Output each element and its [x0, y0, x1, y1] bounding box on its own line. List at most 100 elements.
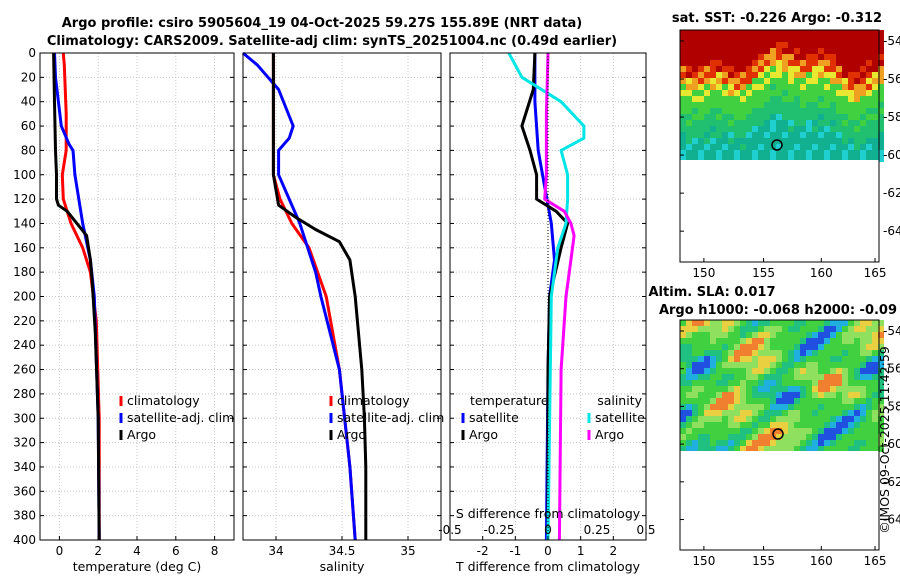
map-cell [872, 344, 878, 350]
map-cell [794, 60, 800, 66]
map-cell [728, 344, 734, 350]
map-cell [788, 350, 794, 356]
map-cell [830, 392, 836, 398]
map-cell [782, 156, 788, 162]
map-cell [842, 416, 848, 422]
map-cell [842, 434, 848, 440]
map-cell [686, 102, 692, 108]
map-cell [854, 84, 860, 90]
map-cell [710, 428, 716, 434]
map-cell [758, 398, 764, 404]
map-cell [860, 392, 866, 398]
map-cell [770, 30, 776, 36]
map-cell [746, 30, 752, 36]
map-cell [776, 90, 782, 96]
map-cell [716, 410, 722, 416]
map-cell [788, 144, 794, 150]
map-cell [830, 374, 836, 380]
map-cell [710, 54, 716, 60]
map-cell [776, 30, 782, 36]
map-cell [872, 90, 878, 96]
map-cell [740, 362, 746, 368]
map-cell [740, 386, 746, 392]
map-cell [836, 72, 842, 78]
map-cell [866, 320, 872, 326]
map-cell [716, 398, 722, 404]
map-cell [710, 42, 716, 48]
map-cell [794, 132, 800, 138]
map-cell [806, 144, 812, 150]
map-cell [758, 54, 764, 60]
map-cell [824, 102, 830, 108]
map-cell [818, 320, 824, 326]
map-cell [782, 332, 788, 338]
map-cell [686, 30, 692, 36]
map-cell [722, 398, 728, 404]
map-cell [728, 132, 734, 138]
map-cell [722, 326, 728, 332]
map-cell [782, 380, 788, 386]
map-cell [848, 404, 854, 410]
sst-map-panel: 150 155 160 165-54-56-58-60-62-64 [679, 29, 900, 280]
map-cell [878, 120, 884, 126]
map-cell [692, 30, 698, 36]
map-cell [770, 36, 776, 42]
map-cell [764, 362, 770, 368]
map-cell [788, 84, 794, 90]
map-cell [794, 144, 800, 150]
map-cell [716, 374, 722, 380]
map-cell [704, 362, 710, 368]
map-cell [686, 90, 692, 96]
map-cell [728, 410, 734, 416]
map-cell [782, 108, 788, 114]
map-cell [788, 120, 794, 126]
map-cell [866, 428, 872, 434]
map-frame [679, 29, 880, 263]
map-cell [710, 350, 716, 356]
map-cell [776, 398, 782, 404]
map-cell [842, 338, 848, 344]
map-cell [866, 332, 872, 338]
map-cell [770, 338, 776, 344]
map-cell [692, 120, 698, 126]
map-cell [758, 114, 764, 120]
map-cell [830, 60, 836, 66]
map-cell [686, 150, 692, 156]
map-cell [800, 344, 806, 350]
map-cell [752, 386, 758, 392]
map-cell [782, 350, 788, 356]
map-cell [818, 138, 824, 144]
sla-map-title-1: Altim. SLA: 0.017 [649, 285, 776, 300]
map-cell [722, 428, 728, 434]
map-cell [806, 434, 812, 440]
map-cell [854, 446, 860, 452]
map-cell [794, 96, 800, 102]
map-cell [692, 386, 698, 392]
y-tick-label: 160 [13, 241, 36, 255]
map-cell [842, 120, 848, 126]
map-cell [710, 78, 716, 84]
map-cell [860, 368, 866, 374]
map-cell [770, 72, 776, 78]
map-cell [710, 416, 716, 422]
map-cell [788, 150, 794, 156]
map-cell [794, 126, 800, 132]
map-cell [812, 102, 818, 108]
map-cell [776, 42, 782, 48]
map-cell [878, 440, 884, 446]
map-cell [794, 320, 800, 326]
map-cell [710, 30, 716, 36]
y-tick-label: 280 [13, 387, 36, 401]
map-cell [770, 422, 776, 428]
map-cell [740, 326, 746, 332]
map-cell [860, 446, 866, 452]
map-cell [704, 350, 710, 356]
map-cell [782, 114, 788, 120]
map-cell [686, 78, 692, 84]
map-cell [866, 422, 872, 428]
map-cell [830, 30, 836, 36]
map-cell [842, 114, 848, 120]
map-cell [704, 114, 710, 120]
map-cell [854, 96, 860, 102]
map-cell [680, 90, 686, 96]
